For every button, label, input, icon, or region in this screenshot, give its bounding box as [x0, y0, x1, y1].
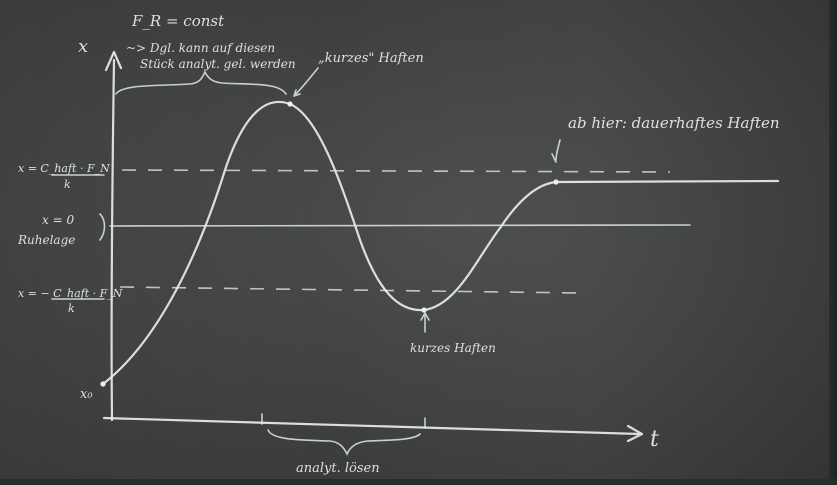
lower-level-label-a: x = − C_haft · F_N	[18, 287, 123, 300]
y-axis-label: x	[78, 36, 88, 57]
x-axis-label: t	[650, 427, 659, 452]
bottom-note: analyt. lösen	[296, 461, 380, 476]
board-frame-bottom	[0, 479, 837, 485]
x-axis	[102, 416, 644, 443]
peak-arrow	[293, 67, 319, 97]
peak-note: „kurzes" Haften	[318, 51, 424, 66]
top-note-line2: ~> Dgl. kann auf diesen	[126, 41, 275, 55]
trough-note: kurzes Haften	[410, 341, 496, 355]
upper-level-label-b: k	[64, 178, 71, 191]
stick-point	[553, 179, 559, 185]
peak-point	[287, 101, 293, 107]
start-point	[100, 381, 106, 387]
upper-level-line	[121, 169, 671, 173]
zero-level-label-b: Ruhelage	[17, 233, 75, 247]
zero-level-line	[109, 224, 691, 227]
zero-bracket	[99, 213, 106, 241]
lower-level-line	[119, 286, 581, 294]
zero-level-label-a: x = 0	[42, 213, 74, 227]
trough-arrow	[420, 311, 430, 333]
motion-curve	[101, 100, 780, 386]
top-brace	[115, 70, 287, 95]
top-note-line1: F_R = const	[131, 12, 225, 30]
trough-point	[421, 307, 427, 313]
right-arrow	[551, 139, 561, 163]
right-note: ab hier: dauerhaftes Haften	[568, 114, 780, 132]
board-frame-right	[829, 0, 837, 485]
lower-level-label-b: k	[68, 302, 75, 315]
top-note-line3: Stück analyt. gel. werden	[140, 57, 296, 71]
y-axis	[104, 50, 123, 422]
upper-level-label-a: x = C_haft · F_N	[18, 162, 110, 175]
start-label: x₀	[80, 387, 93, 402]
bottom-brace	[267, 429, 421, 456]
